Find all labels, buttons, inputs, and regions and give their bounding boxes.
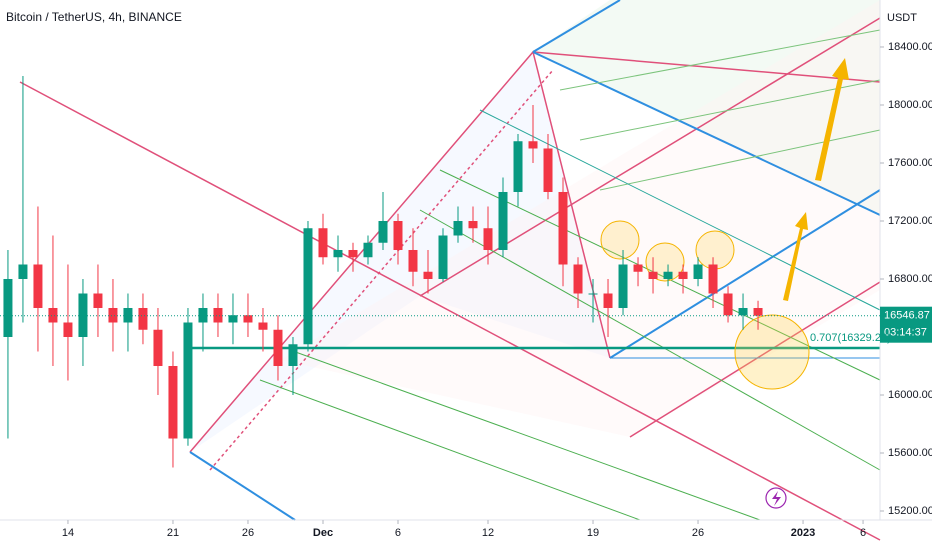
candle-body — [138, 307, 148, 330]
countdown-label: 03:14:37 — [884, 327, 927, 339]
chart-title: Bitcoin / TetherUS, 4h, BINANCE — [6, 10, 182, 24]
x-tick-label: 6 — [395, 527, 401, 539]
candle-body — [273, 329, 283, 367]
y-tick-label: 15600.00 — [888, 447, 932, 459]
candle-body — [753, 307, 763, 316]
last-price-box — [880, 306, 932, 343]
candle-body — [93, 293, 103, 308]
candle-body — [198, 307, 208, 323]
candle-body — [468, 220, 478, 229]
candle-body — [708, 264, 718, 294]
candle-body — [408, 249, 418, 272]
x-tick-label: 2023 — [791, 527, 815, 539]
candle-body — [603, 293, 613, 308]
candle-body — [393, 220, 403, 250]
last-price-label: 16546.87 — [884, 310, 930, 322]
candle-body — [573, 264, 583, 294]
candle-body — [693, 264, 703, 279]
candle-body — [588, 293, 598, 295]
candle-body — [183, 322, 193, 439]
candle-body — [423, 271, 433, 279]
candle-body — [618, 264, 628, 308]
y-tick-label: 15200.00 — [888, 505, 932, 517]
candle-body — [543, 148, 553, 192]
candle-body — [558, 191, 568, 265]
candle-body — [123, 307, 133, 323]
y-tick-label: 16000.00 — [888, 389, 932, 401]
candle-body — [243, 315, 253, 323]
candle-body — [528, 141, 538, 149]
x-tick-label: 14 — [62, 527, 74, 539]
candle-body — [723, 293, 733, 316]
candle-body — [303, 228, 313, 345]
candle-body — [318, 228, 328, 258]
y-tick-label: 17200.00 — [888, 215, 932, 227]
x-tick-label: Dec — [313, 527, 333, 539]
fib-label: 0.707(16329.20) — [810, 332, 891, 344]
candle-body — [288, 344, 298, 367]
y-tick-label: 16800.00 — [888, 273, 932, 285]
candle-body — [228, 315, 238, 323]
candle-body — [453, 220, 463, 236]
candle-body — [3, 278, 13, 337]
candle-body — [108, 307, 118, 323]
candle-body — [33, 264, 43, 308]
candle-body — [378, 220, 388, 243]
candle-body — [498, 191, 508, 250]
candle-body — [633, 264, 643, 272]
candle-body — [18, 264, 28, 279]
x-tick-label: 21 — [167, 527, 179, 539]
candle-body — [213, 307, 223, 323]
candle-body — [483, 228, 493, 250]
candle-body — [648, 271, 658, 279]
candle-body — [738, 307, 748, 316]
candle-body — [333, 249, 343, 258]
candle-body — [438, 235, 448, 279]
y-tick-label: 18400.00 — [888, 41, 932, 53]
currency-label: USDT — [887, 12, 917, 24]
y-tick-label: 18000.00 — [888, 99, 932, 111]
x-tick-label: 26 — [692, 527, 704, 539]
y-tick-label: 17600.00 — [888, 157, 932, 169]
candle-body — [363, 242, 373, 258]
candle-body — [168, 366, 178, 439]
candle-body — [663, 271, 673, 279]
candle-body — [153, 329, 163, 367]
candle-body — [78, 293, 88, 337]
candle-body — [513, 141, 523, 192]
x-tick-label: 12 — [482, 527, 494, 539]
x-tick-label: 19 — [587, 527, 599, 539]
candle-body — [48, 307, 58, 323]
candle-body — [258, 322, 268, 330]
candle-body — [63, 322, 73, 337]
x-tick-label: 6 — [860, 527, 866, 539]
candle-body — [348, 249, 358, 258]
x-tick-label: 26 — [242, 527, 254, 539]
candle-body — [678, 271, 688, 279]
